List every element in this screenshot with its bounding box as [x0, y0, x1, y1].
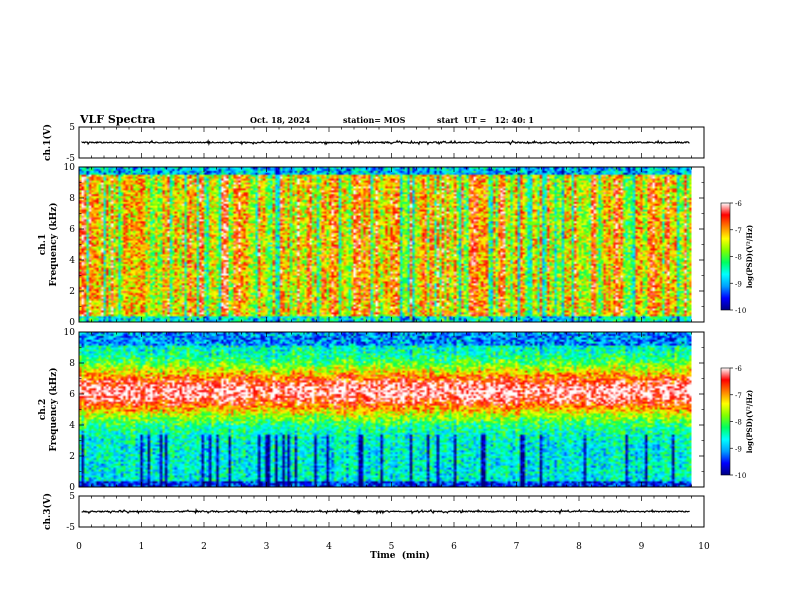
ch1-waveform-ytick-label: -5 [66, 154, 75, 164]
ch3-waveform-trace [81, 507, 690, 516]
ch1-spectrogram-colorbar-tick: -10 [735, 307, 746, 315]
colorbars: -6 -7 -8 -9 -10 log(PSD)(V²/Hz) -6 -7 -8 -9 -10 log… [720, 200, 754, 480]
ch1-spectrogram-colorbar-tick: -7 [735, 227, 742, 235]
ch2-spectrogram-colorbar-label: log(PSD)(V²/Hz) [745, 390, 754, 454]
ch1-spectrogram-ytick-label: 10 [64, 163, 76, 173]
figure-title: VLF Spectra [79, 113, 155, 126]
ch1-waveform-panel [81, 138, 690, 146]
ch1-spectrogram-colorbar-label: log(PSD)(V²/Hz) [745, 225, 754, 289]
ch2-spectrogram-colorbar-tick: -8 [735, 419, 742, 427]
ch2-spectrogram-colorbar-tick: -9 [735, 445, 742, 453]
ch1-spectrogram-panel [79, 167, 692, 322]
ch2-spectrogram-ylabel: Frequency (kHz) [48, 367, 59, 451]
ch1-spectrogram-image [79, 167, 692, 322]
ch3-waveform-panel [81, 507, 690, 516]
start-time-label: start UT = 12: 40: 1 [437, 115, 534, 125]
ch1-spectrogram-ytick-label: 6 [69, 225, 75, 235]
ch1-waveform-ytick-label: 5 [69, 123, 75, 133]
ch2-spectrogram-colorbar [720, 367, 731, 476]
x-tick-label: 2 [201, 542, 207, 552]
station-label: station= MOS [343, 115, 406, 125]
ch2-spectrogram-ytick-label: 4 [69, 421, 75, 431]
ch2-spectrogram-colorbar-tick: -7 [735, 392, 742, 400]
ch1-spectrogram-ylabel: ch.1 [38, 234, 48, 255]
x-tick-label: 0 [76, 542, 82, 552]
figure-date: Oct. 18, 2024 [250, 115, 311, 125]
ch1-waveform-trace [81, 138, 690, 146]
ch2-spectrogram-image [79, 332, 692, 487]
ch2-spectrogram-ytick-label: 0 [69, 483, 75, 493]
ch3-waveform-ytick-label: 5 [69, 492, 75, 502]
ch2-spectrogram-ytick-label: 2 [69, 452, 75, 462]
ch2-spectrogram-ytick-label: 8 [69, 359, 75, 369]
ch1-spectrogram-colorbar-tick: -6 [735, 200, 742, 208]
ch2-spectrogram-panel [79, 332, 692, 487]
ch1-waveform-ylabel: ch.1(V) [42, 124, 53, 161]
ch1-spectrogram-colorbar-tick: -8 [735, 254, 742, 262]
x-tick-label: 8 [576, 542, 582, 552]
x-axis-label: Time (min) [370, 550, 430, 561]
ch1-spectrogram-ylabel: Frequency (kHz) [48, 202, 59, 286]
ch1-spectrogram-ytick-label: 2 [69, 287, 75, 297]
ch2-spectrogram-colorbar-tick: -6 [735, 365, 742, 373]
ch2-spectrogram-colorbar-tick: -10 [735, 472, 746, 480]
x-tick-label: 6 [451, 542, 457, 552]
x-tick-label: 4 [326, 542, 332, 552]
x-tick-label: 5 [389, 542, 395, 552]
ch2-spectrogram-ylabel: ch.2 [38, 399, 48, 420]
ch1-spectrogram-ytick-label: 4 [69, 256, 75, 266]
x-tick-label: 9 [639, 542, 645, 552]
ch1-spectrogram-colorbar-tick: -9 [735, 280, 742, 288]
ch3-waveform-ylabel: ch.3(V) [42, 493, 53, 530]
ch3-waveform-ytick-label: -5 [66, 523, 75, 533]
ch2-spectrogram-ytick-label: 6 [69, 390, 75, 400]
x-tick-label: 10 [698, 542, 710, 552]
x-tick-label: 7 [514, 542, 520, 552]
ch1-spectrogram-ytick-label: 8 [69, 194, 75, 204]
ch1-spectrogram-colorbar [720, 202, 731, 311]
ch2-spectrogram-ytick-label: 10 [64, 328, 76, 338]
x-tick-label: 1 [139, 542, 145, 552]
ch1-spectrogram-ytick-label: 0 [69, 318, 75, 328]
x-tick-label: 3 [264, 542, 270, 552]
